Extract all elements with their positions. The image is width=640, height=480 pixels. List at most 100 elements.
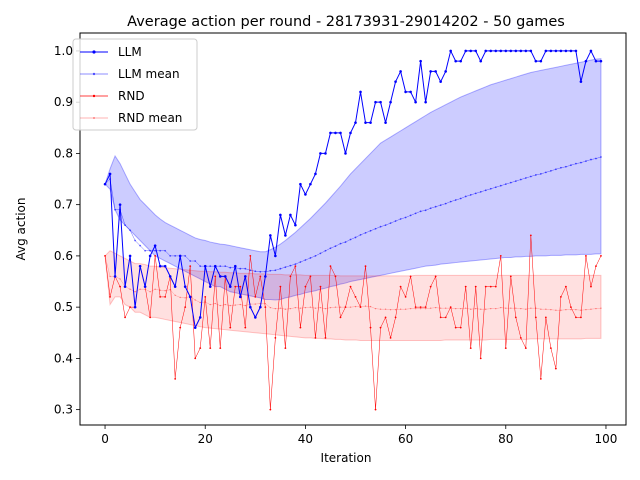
data-point bbox=[159, 296, 162, 298]
data-point bbox=[299, 182, 302, 186]
legend-item: RND bbox=[80, 89, 145, 103]
data-point bbox=[349, 238, 352, 241]
data-point bbox=[525, 308, 527, 310]
data-point bbox=[534, 316, 537, 319]
data-point bbox=[489, 49, 493, 53]
data-point bbox=[374, 100, 377, 104]
data-point bbox=[444, 202, 447, 205]
data-point bbox=[359, 233, 362, 236]
data-point bbox=[334, 275, 337, 278]
data-point bbox=[500, 306, 502, 309]
data-point bbox=[369, 229, 372, 232]
data-point bbox=[474, 192, 477, 195]
data-point bbox=[600, 156, 602, 158]
data-point bbox=[514, 49, 518, 53]
data-point bbox=[319, 152, 322, 155]
data-point bbox=[599, 59, 603, 63]
data-point bbox=[194, 357, 197, 360]
data-point bbox=[554, 49, 558, 53]
data-point bbox=[419, 59, 422, 63]
data-point bbox=[484, 49, 488, 53]
data-point bbox=[429, 207, 432, 210]
data-point bbox=[299, 326, 302, 329]
x-axis-label: Iteration bbox=[321, 451, 372, 465]
data-point bbox=[329, 247, 332, 250]
data-point bbox=[259, 275, 262, 278]
y-axis-label: Avg action bbox=[14, 198, 28, 261]
data-point bbox=[128, 254, 132, 258]
data-point bbox=[424, 100, 427, 104]
data-point bbox=[324, 336, 327, 339]
data-point bbox=[124, 224, 126, 227]
data-point bbox=[439, 80, 442, 83]
data-point bbox=[233, 264, 237, 268]
y-tick-label: 0.6 bbox=[54, 249, 73, 263]
data-point bbox=[474, 49, 478, 53]
legend-marker bbox=[92, 50, 96, 54]
data-point bbox=[570, 306, 572, 309]
data-point bbox=[354, 296, 357, 298]
data-point bbox=[144, 249, 147, 252]
data-point bbox=[334, 245, 337, 248]
data-point bbox=[399, 70, 402, 73]
data-point bbox=[108, 172, 112, 176]
data-point bbox=[454, 307, 457, 310]
data-point bbox=[439, 204, 442, 207]
x-tick-label: 0 bbox=[101, 432, 109, 446]
data-point bbox=[173, 285, 177, 288]
data-point bbox=[579, 80, 583, 83]
data-point bbox=[203, 264, 207, 268]
x-tick-label: 20 bbox=[198, 432, 213, 446]
data-point bbox=[324, 152, 327, 155]
data-point bbox=[424, 306, 427, 309]
data-point bbox=[149, 316, 152, 319]
data-point bbox=[419, 306, 422, 309]
data-point bbox=[509, 49, 513, 53]
data-point bbox=[439, 316, 442, 319]
data-point bbox=[549, 49, 553, 53]
data-point bbox=[589, 49, 593, 53]
data-point bbox=[539, 173, 542, 175]
data-point bbox=[580, 316, 582, 319]
data-point bbox=[174, 255, 177, 257]
data-point bbox=[434, 205, 437, 208]
data-point bbox=[284, 308, 287, 310]
data-point bbox=[309, 306, 312, 308]
data-point bbox=[379, 100, 382, 104]
data-point bbox=[384, 121, 387, 124]
data-point bbox=[429, 307, 432, 309]
data-point bbox=[264, 275, 267, 278]
data-point bbox=[189, 260, 192, 262]
data-point bbox=[485, 308, 487, 310]
data-point bbox=[394, 316, 397, 319]
data-point bbox=[384, 308, 387, 310]
data-point bbox=[505, 307, 507, 309]
data-point bbox=[294, 263, 297, 265]
data-point bbox=[133, 305, 137, 309]
data-point bbox=[198, 316, 202, 319]
legend-marker bbox=[93, 117, 95, 119]
data-point bbox=[184, 306, 187, 309]
data-point bbox=[349, 306, 352, 308]
data-point bbox=[284, 234, 287, 237]
data-point bbox=[199, 265, 202, 268]
data-point bbox=[409, 307, 412, 310]
data-point bbox=[515, 307, 517, 309]
data-point bbox=[434, 70, 437, 73]
data-point bbox=[479, 357, 482, 360]
legend-marker bbox=[92, 94, 96, 98]
data-point bbox=[419, 307, 422, 310]
data-point bbox=[394, 309, 397, 311]
data-point bbox=[465, 307, 467, 309]
legend: LLM LLM mean RND RND mean bbox=[72, 38, 198, 131]
data-point bbox=[574, 49, 578, 53]
data-point bbox=[138, 264, 142, 268]
data-point bbox=[169, 255, 172, 257]
data-point bbox=[224, 265, 227, 268]
data-point bbox=[169, 289, 171, 291]
data-point bbox=[564, 49, 568, 53]
data-point bbox=[314, 255, 317, 257]
data-point bbox=[454, 59, 457, 63]
data-point bbox=[509, 275, 512, 278]
data-point bbox=[404, 296, 407, 298]
